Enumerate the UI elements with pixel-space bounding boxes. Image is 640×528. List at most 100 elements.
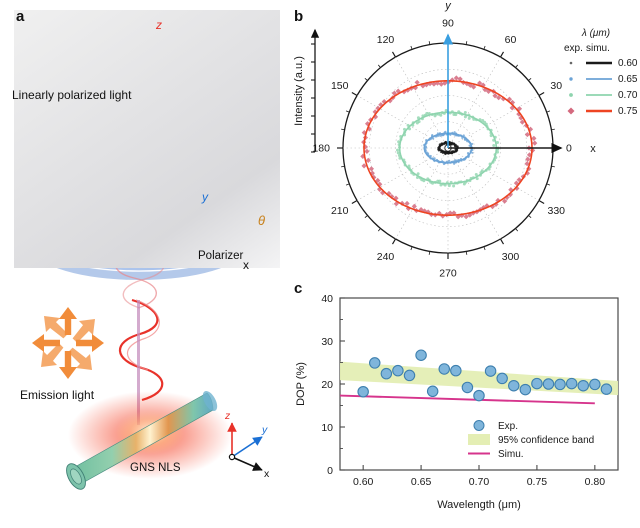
polar-simu-curve: [438, 142, 458, 154]
polar-data-point: [407, 164, 411, 168]
polar-angle-label: 240: [377, 251, 395, 263]
polar-major-tick: [538, 91, 545, 97]
polar-minor-tick: [483, 246, 486, 251]
polar-data-point: [393, 201, 399, 207]
exp-data-point: [450, 364, 462, 377]
panel-a: a Linearly polarized light Emission ligh…: [0, 0, 288, 528]
polar-data-point: [471, 151, 474, 154]
panel-c-legend-row[interactable]: 95% confidence band: [468, 434, 594, 446]
polar-data-point: [480, 82, 486, 88]
emission-light-label: Emission light: [20, 388, 95, 402]
y-axis-label: y: [202, 190, 208, 204]
legend-row[interactable]: 0.60: [569, 58, 638, 69]
polar-minor-tick: [377, 64, 381, 68]
polar-data-point: [463, 115, 467, 119]
inset-z-label: z: [225, 410, 231, 422]
polarizer-disk-edge: [35, 241, 243, 280]
exp-data-point: [554, 378, 566, 391]
exp-data-point: [473, 389, 485, 402]
exp-data-point: [426, 385, 439, 398]
emission-star-icon: [32, 307, 104, 379]
polar-data-point: [492, 93, 498, 99]
exp-data-point: [369, 357, 381, 369]
polar-minor-tick: [528, 77, 532, 81]
polar-data-point: [431, 81, 437, 87]
polar-grid-spoke: [447, 147, 501, 240]
exp-scatter-series: [357, 349, 613, 402]
polar-data-point: [412, 85, 419, 91]
polar-data-point: [377, 181, 383, 187]
polar-angle-label: 120: [377, 34, 395, 46]
polar-angle-label: 300: [502, 251, 520, 263]
polar-data-point: [439, 183, 443, 187]
polar-data-point: [395, 148, 399, 152]
polar-data-point: [518, 115, 524, 121]
polar-simu-curve: [423, 132, 473, 164]
exp-data-point: [565, 377, 578, 390]
polar-minor-tick: [546, 110, 551, 113]
polar-axis-x-label: x: [590, 143, 596, 155]
y-axis-tick-label: 0: [327, 465, 333, 477]
legend-wavelength-value: 0.65: [618, 74, 638, 85]
polar-data-point: [492, 143, 496, 147]
panel-c-legend-row[interactable]: Exp.: [473, 420, 518, 433]
exp-data-point: [392, 364, 404, 377]
polar-angle-label: 30: [550, 80, 562, 92]
legend-row[interactable]: 0.75: [567, 106, 638, 117]
polar-data-point: [452, 184, 456, 188]
panel-a-background: [14, 10, 280, 268]
polar-data-point: [484, 203, 490, 209]
polar-angle-label: 180: [312, 143, 330, 155]
polar-data-point: [477, 80, 483, 86]
panel-c-legend-row[interactable]: Simu.: [468, 449, 524, 460]
polar-minor-tick: [528, 215, 532, 219]
polar-major-tick: [538, 199, 545, 205]
polar-data-point: [438, 179, 442, 183]
legend-exp-marker: [569, 93, 573, 97]
polar-minor-tick: [515, 228, 519, 232]
panel-b: b 0 30 60 90 120 150 180 210 240 270 300 330 x y Inten…: [288, 0, 640, 278]
polar-data-point: [481, 119, 485, 123]
polar-minor-tick: [345, 110, 350, 113]
polar-data-point: [525, 156, 531, 162]
legend-marker-band: [468, 434, 490, 445]
exp-data-point: [542, 378, 555, 390]
polar-axis-y-label: y: [444, 0, 452, 12]
legend-wavelength-value: 0.70: [618, 90, 638, 101]
polar-data-point: [480, 169, 484, 173]
legend-label: 95% confidence band: [498, 435, 594, 446]
exp-data-point: [508, 379, 520, 392]
polar-data-point: [453, 75, 459, 81]
polar-data-point: [452, 112, 456, 116]
polar-data-point: [432, 137, 435, 140]
inset-coordinate-axes: [227, 422, 263, 471]
exp-data-point: [519, 383, 532, 396]
inset-y-label: y: [262, 424, 268, 436]
polar-data-point: [489, 134, 493, 138]
gns-nls-nanostructure: [66, 391, 218, 490]
polar-data-point: [526, 166, 532, 172]
legend-row[interactable]: 0.65: [569, 74, 638, 85]
polar-data-point: [467, 212, 473, 218]
polar-data-point: [519, 119, 525, 125]
polar-data-point: [496, 95, 502, 101]
polar-angle-label: 270: [439, 268, 457, 279]
polar-data-point: [387, 98, 393, 104]
emission-beam-shaft: [137, 300, 140, 425]
exp-data-point: [357, 385, 369, 398]
exp-data-point: [380, 367, 393, 380]
polar-angle-label: 210: [331, 205, 349, 217]
legend-exp-marker: [567, 107, 575, 115]
polar-data-point: [475, 177, 479, 181]
polar-minor-tick: [364, 215, 368, 219]
legend-row[interactable]: 0.70: [569, 90, 638, 101]
x-axis-tick-label: 0.60: [353, 476, 374, 488]
polar-data-point: [397, 140, 401, 144]
polar-data-point: [375, 177, 381, 184]
polar-minor-tick: [428, 41, 431, 45]
exp-data-point: [461, 381, 474, 394]
polar-data-point: [372, 114, 379, 120]
polar-minor-tick: [515, 64, 519, 68]
legend-header-simu: simu.: [586, 43, 610, 54]
polar-minor-tick: [377, 228, 381, 232]
